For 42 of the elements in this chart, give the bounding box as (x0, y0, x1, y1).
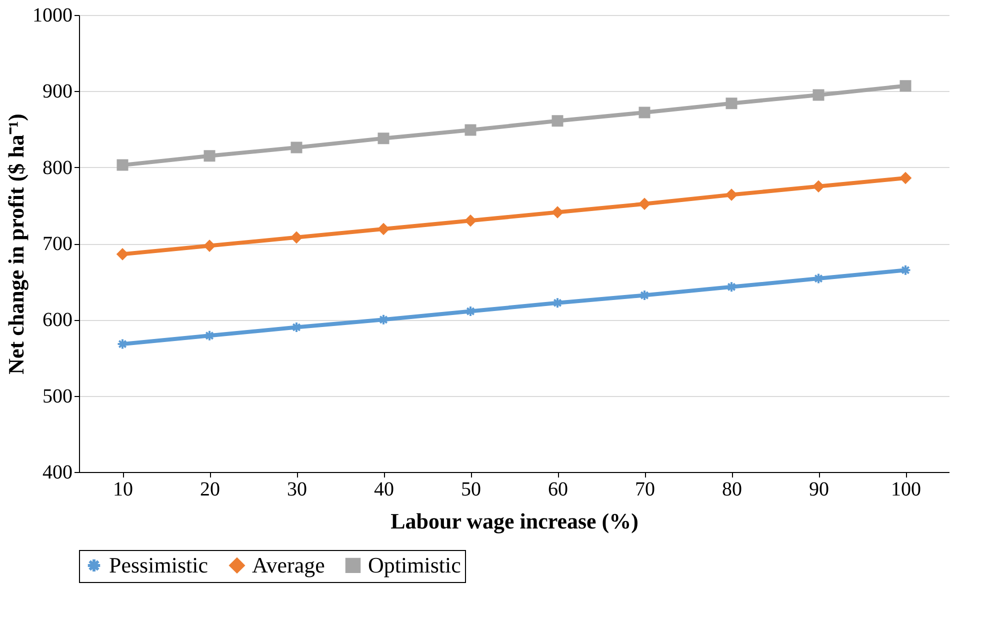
legend-label: Average (252, 552, 325, 578)
y-axis-title: Net change in profit ($ ha⁻¹) (4, 114, 28, 374)
x-tick-label: 50 (461, 478, 481, 500)
y-tick-label: 1000 (32, 4, 72, 26)
x-tick-label: 40 (374, 478, 394, 500)
x-tick-label: 70 (635, 478, 655, 500)
point (290, 142, 302, 154)
point (378, 132, 390, 144)
x-tick-label: 20 (200, 478, 220, 500)
x-tick-label: 30 (287, 478, 307, 500)
x-axis-title: Labour wage increase (%) (390, 508, 638, 534)
point (812, 89, 824, 101)
point (204, 150, 216, 162)
y-tick-label: 700 (42, 233, 72, 255)
y-tick-label: 600 (42, 309, 72, 332)
y-tick-label: 400 (42, 462, 72, 484)
point (552, 206, 564, 218)
point (116, 159, 128, 171)
point (464, 214, 476, 226)
legend-label: Pessimistic (109, 552, 208, 578)
point (726, 98, 738, 110)
point (900, 80, 912, 92)
point (464, 124, 476, 136)
point (116, 248, 128, 260)
y-tick-label: 800 (42, 156, 72, 179)
point (900, 172, 912, 184)
point (378, 223, 390, 235)
point (290, 232, 302, 244)
x-tick-label: 10 (113, 478, 133, 500)
y-tick-label: 900 (42, 80, 72, 103)
x-tick-label: 100 (891, 478, 921, 500)
point (638, 106, 650, 118)
x-tick-label: 90 (809, 478, 829, 500)
legend-label: Optimistic (368, 552, 462, 578)
point (812, 180, 824, 192)
point (204, 240, 216, 252)
point (726, 189, 738, 200)
y-tick-label: 500 (42, 385, 72, 408)
x-tick-label: 80 (722, 478, 742, 500)
point (638, 198, 650, 210)
x-tick-label: 60 (548, 478, 568, 500)
point (552, 115, 564, 127)
